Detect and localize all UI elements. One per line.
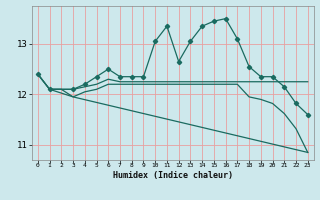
X-axis label: Humidex (Indice chaleur): Humidex (Indice chaleur) [113, 171, 233, 180]
